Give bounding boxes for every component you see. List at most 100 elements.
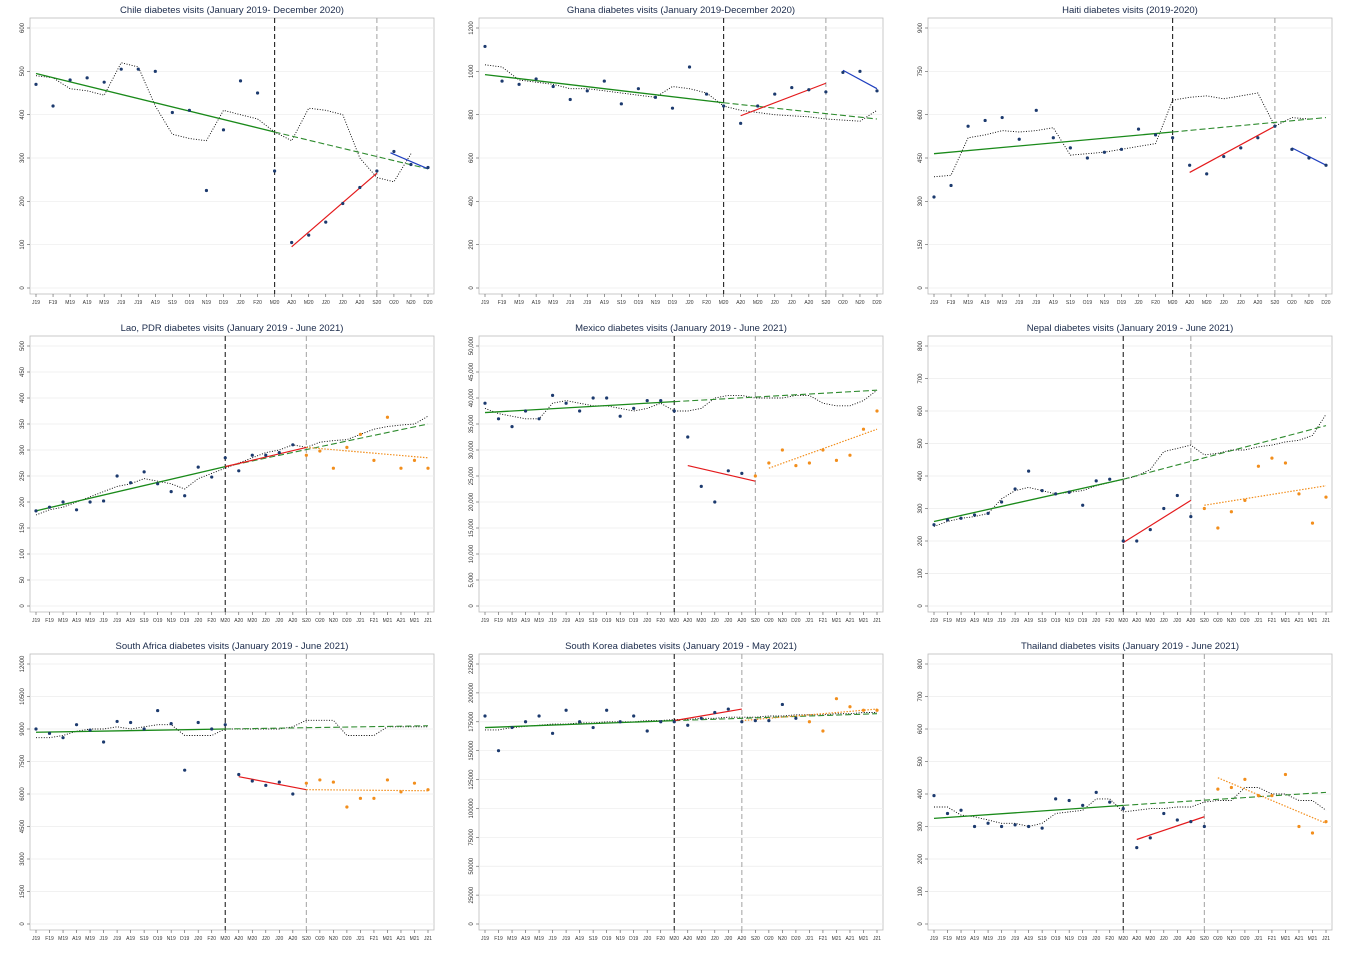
x-tick-label: O19 <box>153 618 163 624</box>
y-tick-label: 200 <box>20 196 26 207</box>
data-point-later <box>399 466 403 470</box>
data-point <box>169 721 173 726</box>
x-tick-label: O20 <box>1287 300 1297 306</box>
x-tick-label: A20 <box>737 618 746 624</box>
x-tick-label: N20 <box>1227 936 1236 942</box>
data-point <box>510 425 514 429</box>
data-point <box>47 505 52 509</box>
data-point <box>945 518 950 522</box>
x-tick-label: J20 <box>771 300 779 306</box>
x-tick-label: N20 <box>855 300 864 306</box>
x-tick-label: A19 <box>532 300 541 306</box>
data-point <box>187 108 191 112</box>
y-tick-label: 100000 <box>469 798 475 819</box>
data-point <box>1324 163 1328 167</box>
chart-svg: Nepal diabetes visits (January 2019 - Ju… <box>918 323 1333 624</box>
data-point-later <box>1216 526 1220 530</box>
plot-frame <box>927 653 1333 931</box>
data-point <box>142 470 146 474</box>
chart-svg: South Africa diabetes visits (January 20… <box>20 641 435 942</box>
y-tick-label: 600 <box>918 405 924 416</box>
data-point <box>537 714 541 718</box>
y-tick-label: 200 <box>469 239 475 250</box>
counterfactual-trend <box>674 389 878 403</box>
y-tick-label: 600 <box>20 22 26 33</box>
data-point <box>602 79 606 83</box>
data-point <box>156 708 160 713</box>
y-tick-label: 1200 <box>469 21 475 35</box>
x-tick-label: J20 <box>724 618 732 624</box>
x-tick-label: A20 <box>1186 618 1195 624</box>
smoothed-series <box>934 787 1327 827</box>
data-point-later <box>358 432 363 436</box>
data-point <box>959 808 963 812</box>
data-point <box>483 44 487 49</box>
y-tick-label: 25,000 <box>469 466 475 485</box>
y-tick-label: 20,000 <box>469 492 475 511</box>
x-tick-label: J19 <box>481 618 489 624</box>
data-point-later <box>399 790 403 794</box>
y-tick-label: 10,000 <box>469 544 475 563</box>
data-point <box>578 409 582 413</box>
x-tick-label: S20 <box>821 300 830 306</box>
data-point-later <box>385 778 390 782</box>
pre-pandemic-trend <box>933 478 1124 523</box>
data-point <box>932 794 936 798</box>
data-point <box>47 731 52 735</box>
x-tick-label: O20 <box>764 618 774 624</box>
x-tick-label: O20 <box>764 936 774 942</box>
y-tick-label: 800 <box>918 340 924 351</box>
x-tick-label: J20 <box>275 936 283 942</box>
smoothed-series <box>36 719 428 739</box>
x-tick-label: M20 <box>1145 618 1155 624</box>
x-tick-label: N19 <box>167 618 176 624</box>
x-tick-label: M21 <box>832 936 842 942</box>
chart-svg: South Korea diabetes visits (January 201… <box>469 641 884 942</box>
data-point <box>949 183 953 188</box>
data-point <box>824 90 828 94</box>
x-tick-label: A20 <box>737 936 746 942</box>
y-tick-label: 400 <box>20 392 26 403</box>
data-point <box>699 716 703 720</box>
x-tick-label: J19 <box>134 300 142 306</box>
x-tick-label: M19 <box>983 618 993 624</box>
x-tick-label: J20 <box>711 618 719 624</box>
x-tick-label: O19 <box>1083 300 1093 306</box>
x-tick-label: F19 <box>943 618 952 624</box>
data-point <box>1175 818 1179 822</box>
data-point <box>1121 807 1125 811</box>
data-point-later <box>834 458 839 462</box>
x-tick-label: J19 <box>930 300 938 306</box>
data-point <box>1273 124 1277 128</box>
data-point <box>794 716 798 720</box>
x-tick-label: M19 <box>58 936 68 942</box>
x-tick-label: M19 <box>507 618 517 624</box>
data-point <box>183 494 187 498</box>
data-point <box>101 740 106 744</box>
x-tick-label: S19 <box>1038 936 1047 942</box>
y-tick-label: 400 <box>918 788 924 799</box>
data-point <box>999 500 1004 504</box>
x-tick-label: M19 <box>534 618 544 624</box>
data-point-later <box>753 474 757 478</box>
x-tick-label: A20 <box>736 300 745 306</box>
data-point <box>704 92 709 96</box>
x-tick-label: M20 <box>304 300 314 306</box>
data-point <box>88 500 92 504</box>
y-tick-label: 0 <box>469 604 475 608</box>
data-point <box>221 128 226 132</box>
x-tick-label: S19 <box>589 936 598 942</box>
y-tick-label: 900 <box>918 22 924 33</box>
x-tick-label: O19 <box>185 300 195 306</box>
x-tick-label: J19 <box>930 618 938 624</box>
y-tick-label: 0 <box>918 604 924 608</box>
y-tick-label: 100 <box>918 886 924 897</box>
x-tick-label: M19 <box>963 300 973 306</box>
x-tick-label: S20 <box>372 300 381 306</box>
x-tick-label: J19 <box>113 936 121 942</box>
x-tick-label: S20 <box>1270 300 1279 306</box>
x-tick-label: J19 <box>549 618 557 624</box>
counterfactual-trend <box>1172 117 1327 133</box>
data-point <box>1027 469 1031 473</box>
y-tick-label: 6000 <box>20 787 26 801</box>
